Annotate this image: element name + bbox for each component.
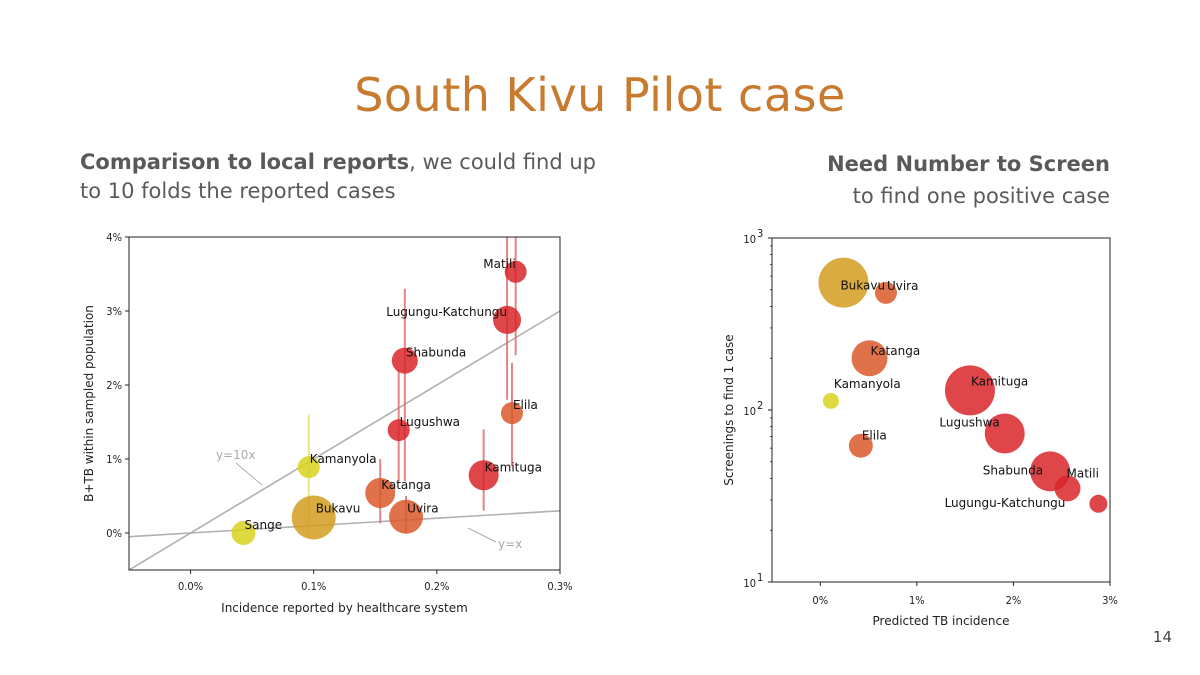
data-point-lugungu-katchungu: [493, 305, 522, 334]
x-tick-label: 0.0%: [178, 580, 203, 593]
data-point-kamituga: [468, 460, 499, 491]
data-point-lugushwa: [387, 419, 410, 442]
point-label-kamituga: Kamituga: [971, 374, 1028, 388]
y-tick-label: 3%: [106, 305, 122, 318]
point-label-katanga: Katanga: [381, 478, 431, 492]
right-subtitle-bold: Need Number to Screen: [827, 152, 1110, 176]
data-point-sange: [231, 521, 256, 545]
right-subtitle-rest: to find one positive case: [852, 184, 1110, 208]
x-axis-label: Incidence reported by healthcare system: [221, 601, 468, 615]
data-point-kamituga: [944, 365, 995, 416]
data-point-shabunda: [391, 347, 418, 374]
x-tick-label: 0%: [812, 594, 828, 607]
data-point-katanga: [365, 478, 396, 509]
data-point-lugungu-katchungu: [1089, 494, 1108, 513]
point-label-elila: Elila: [862, 429, 887, 443]
point-label-lugungu-katchungu: Lugungu-Katchungu: [386, 305, 507, 319]
point-label-lugushwa: Lugushwa: [400, 415, 460, 429]
point-label-sange: Sange: [245, 518, 283, 532]
y-tick-label: 10: [743, 405, 756, 418]
y-tick-label: 10: [743, 233, 756, 246]
point-label-lugushwa: Lugushwa: [939, 416, 999, 430]
point-label-shabunda: Shabunda: [406, 346, 466, 360]
data-point-lugushwa: [984, 413, 1025, 454]
x-tick-label: 0.1%: [301, 580, 326, 593]
right-subtitle: Need Number to Screen to find one positi…: [710, 148, 1110, 212]
data-point-elila: [848, 433, 873, 458]
data-point-matili: [1054, 475, 1081, 502]
point-label-kamanyola: Kamanyola: [310, 452, 377, 466]
y-tick-label: 2%: [106, 379, 122, 392]
data-point-bukavu: [818, 257, 869, 308]
point-label-uvira: Uvira: [407, 502, 439, 516]
data-point-matili: [504, 260, 527, 283]
point-label-katanga: Katanga: [871, 344, 921, 358]
page-number: 14: [1152, 628, 1172, 646]
x-tick-label: 0.2%: [424, 580, 449, 593]
reference-pointer-y-x: [467, 527, 497, 543]
x-tick-label: 0.3%: [547, 580, 572, 593]
y-tick-exponent: 1: [757, 571, 763, 584]
plot-frame: [128, 236, 561, 571]
reference-label-y-10x: y=10x: [216, 448, 256, 462]
reference-pointer-y-10x: [235, 462, 263, 486]
left-subtitle-rest: , we could find up to 10 folds the repor…: [80, 150, 597, 203]
y-tick-label: 0%: [106, 527, 122, 540]
y-tick-exponent: 3: [757, 227, 763, 240]
point-label-uvira: Uvira: [887, 279, 919, 293]
plot-area: [129, 237, 560, 570]
y-tick-exponent: 2: [757, 399, 763, 412]
plot-area: [818, 257, 1108, 513]
data-point-kamanyola: [822, 392, 839, 409]
data-point-uvira: [874, 281, 897, 304]
x-tick-label: 2%: [1006, 594, 1022, 607]
data-point-uvira: [389, 499, 424, 534]
point-label-kamanyola: Kamanyola: [834, 377, 901, 391]
y-axis-label: B+TB within sampled population: [82, 305, 96, 502]
reference-label-y-x: y=x: [498, 537, 522, 551]
data-point-katanga: [851, 340, 888, 377]
reference-line-y-10x: [129, 310, 560, 570]
point-label-elila: Elila: [513, 398, 538, 412]
data-point-bukavu: [291, 495, 336, 540]
point-label-bukavu: Bukavu: [840, 279, 885, 293]
point-label-bukavu: Bukavu: [316, 501, 361, 515]
y-tick-label: 4%: [106, 231, 122, 244]
point-label-matili: Matili: [483, 257, 515, 271]
point-label-lugungu-katchungu: Lugungu-Katchungu: [945, 496, 1066, 510]
point-label-shabunda: Shabunda: [983, 463, 1043, 477]
x-tick-label: 3%: [1102, 594, 1118, 607]
point-label-matili: Matili: [1067, 466, 1099, 480]
y-axis-label: Screenings to find 1 case: [722, 334, 736, 485]
reference-line-y-x: [129, 510, 560, 538]
left-subtitle-bold: Comparison to local reports: [80, 150, 410, 174]
x-axis-label: Predicted TB incidence: [873, 614, 1010, 628]
left-subtitle: Comparison to local reports, we could fi…: [80, 148, 620, 206]
y-tick-label: 1%: [106, 453, 122, 466]
data-point-kamanyola: [297, 456, 320, 479]
data-point-elila: [500, 402, 523, 425]
slide-title: South Kivu Pilot case: [354, 68, 846, 122]
point-label-kamituga: Kamituga: [485, 460, 542, 474]
y-tick-label: 10: [743, 577, 756, 590]
x-tick-label: 1%: [909, 594, 925, 607]
